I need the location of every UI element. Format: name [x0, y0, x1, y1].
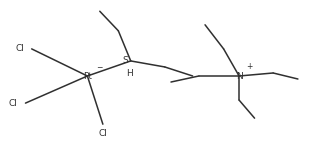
- Text: +: +: [246, 62, 252, 71]
- Text: −: −: [96, 63, 102, 72]
- Text: S: S: [123, 56, 128, 65]
- Text: Pt: Pt: [83, 71, 92, 81]
- Text: Cl: Cl: [9, 99, 18, 108]
- Text: Cl: Cl: [15, 44, 24, 53]
- Text: Cl: Cl: [98, 129, 107, 138]
- Text: N: N: [236, 71, 243, 81]
- Text: H: H: [127, 69, 133, 78]
